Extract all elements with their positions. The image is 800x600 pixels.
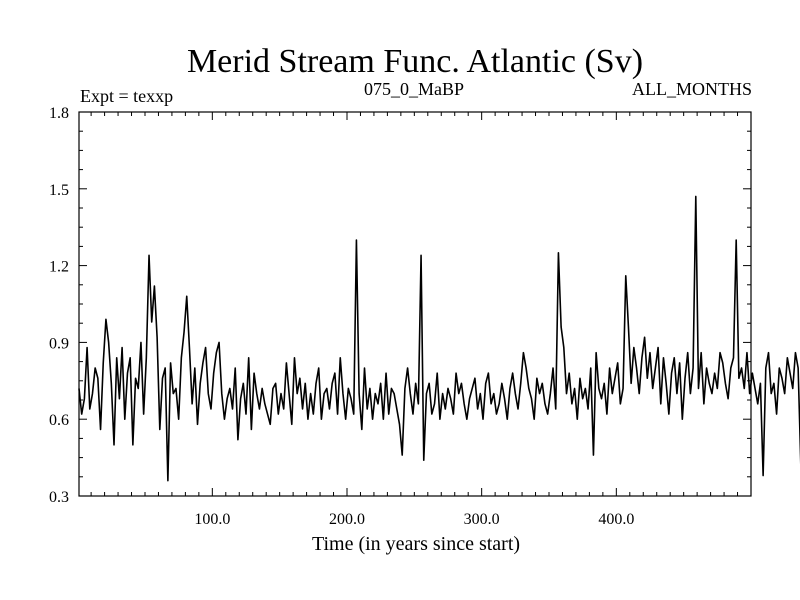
y-tick-label: 0.6 [49, 412, 69, 429]
y-tick-label: 0.9 [49, 335, 69, 352]
y-tick-label: 1.5 [49, 182, 69, 199]
chart-subtitle-right: ALL_MONTHS [632, 79, 752, 99]
y-axis: 0.3 0.6 0.9 1.2 1.5 1.8 [49, 105, 751, 506]
series-line [78, 195, 800, 482]
x-axis: 100.0 200.0 300.0 400.0 [90, 112, 739, 528]
plot-frame [78, 111, 752, 497]
x-tick-label: 400.0 [598, 511, 634, 528]
x-tick-label: 300.0 [464, 511, 500, 528]
x-tick-label: 100.0 [194, 511, 230, 528]
chart-title: Merid Stream Func. Atlantic (Sv) [187, 43, 643, 80]
x-tick-label: 200.0 [329, 511, 365, 528]
series-layer [78, 195, 800, 482]
y-tick-label: 0.3 [49, 489, 69, 506]
y-tick-label: 1.2 [49, 259, 69, 276]
chart-subtitle-center: 075_0_MaBP [364, 79, 464, 99]
chart-subtitle-left: Expt = texxp [80, 86, 173, 106]
x-axis-label: Time (in years since start) [312, 533, 520, 555]
y-tick-label: 1.8 [49, 105, 69, 122]
